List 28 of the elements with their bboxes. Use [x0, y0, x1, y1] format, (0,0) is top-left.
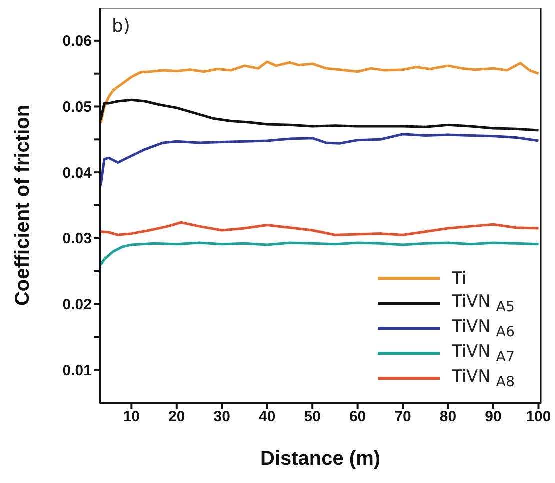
- x-tick-label: 40: [259, 408, 276, 426]
- y-tick-label: 0.04: [62, 164, 93, 182]
- legend-label: Ti: [452, 268, 467, 288]
- x-tick-label: 80: [440, 408, 457, 426]
- x-tick-label: 30: [214, 408, 230, 426]
- line-series: [100, 133, 540, 187]
- line-series: [100, 242, 540, 266]
- y-tick-label: 0.03: [62, 230, 92, 248]
- x-tick-label: 20: [168, 408, 186, 426]
- y-tick-label: 0.05: [62, 99, 92, 116]
- x-axis-title: Distance (m): [260, 448, 381, 470]
- x-tick-label: 10: [123, 408, 140, 426]
- x-tick-label: 60: [349, 408, 366, 426]
- x-tick-label: 70: [394, 408, 412, 426]
- line-series: [100, 60, 540, 124]
- legend-label: TiVN $_{A8}$: [452, 366, 515, 390]
- legend-label: TiVN $_{A7}$: [452, 342, 515, 366]
- annotation: b): [112, 16, 130, 37]
- y-tick-label: 0.06: [62, 33, 92, 50]
- line-series: [100, 221, 540, 236]
- x-tick-label: 90: [485, 408, 502, 426]
- x-tick-label: 100: [526, 408, 552, 426]
- legend-label: TiVN $_{A6}$: [452, 316, 515, 340]
- y-tick-label: 0.01: [62, 362, 92, 380]
- legend-label: TiVN $_{A5}$: [452, 292, 515, 316]
- x-tick-label: 50: [304, 408, 321, 426]
- y-tick-label: 0.02: [62, 296, 92, 314]
- y-axis-title: Coefficient of friction: [12, 104, 34, 306]
